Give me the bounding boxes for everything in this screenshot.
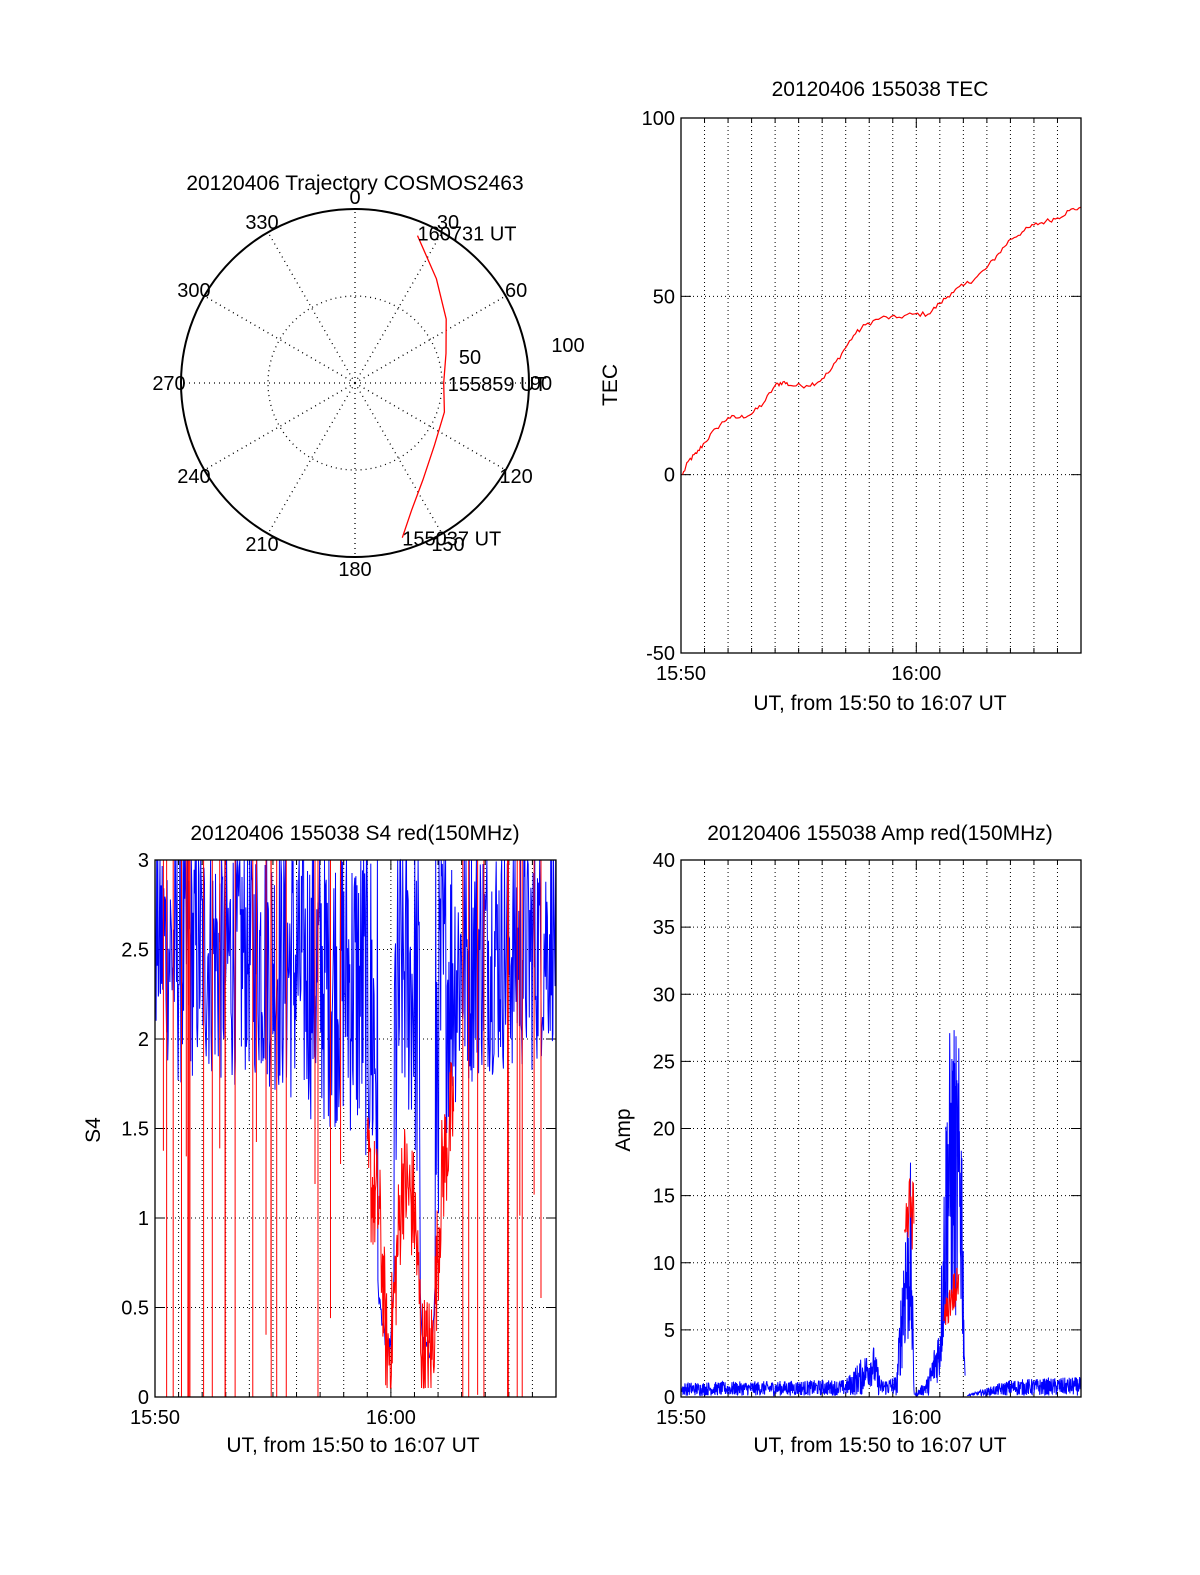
y-tick-label: 35	[653, 917, 675, 939]
polar-grid-spoke	[267, 382, 356, 535]
polar-grid-spoke	[354, 295, 507, 384]
y-tick-label: 3	[138, 850, 149, 872]
amp-plot: 0 5 10 15 20 25 30 35 40 15:50 16:00	[653, 850, 1082, 1429]
y-tick-label: 0	[664, 465, 675, 487]
y-tick-label: 0	[664, 1387, 675, 1409]
y-tick-label: 0	[138, 1387, 149, 1409]
polar-grid-spoke	[354, 231, 443, 384]
polar-time-annotation: 160731 UT	[418, 224, 517, 246]
polar-azimuth-label: 120	[499, 466, 532, 488]
y-tick-label: 0.5	[121, 1298, 149, 1320]
x-tick-label: 15:50	[656, 1407, 706, 1429]
x-tick-label: 15:50	[656, 663, 706, 685]
plot-border	[680, 859, 1082, 1398]
amp-red-series	[904, 1178, 960, 1326]
polar-azimuth-label: 0	[349, 187, 360, 209]
y-tick-label: 2.5	[121, 940, 149, 962]
polar-azimuth-label: 30	[437, 212, 459, 234]
plot-border	[154, 859, 557, 1398]
polar-azimuth-label: 300	[177, 280, 210, 302]
polar-grid-spoke	[203, 382, 356, 471]
s4-plot: 0 0.5 1 1.5 2 2.5 3 15:50 16:00	[121, 850, 557, 1429]
y-tick-label: 1.5	[121, 1119, 149, 1141]
polar-grid-circle	[267, 295, 443, 471]
polar-azimuth-label: 270	[152, 373, 185, 395]
y-tick-label: 50	[653, 286, 675, 308]
plot-border	[680, 117, 1082, 654]
polar-radial-label: 100	[551, 335, 584, 357]
x-tick-label: 16:00	[891, 1407, 941, 1429]
y-tick-label: -50	[646, 643, 675, 665]
polar-grid-spoke	[354, 382, 443, 535]
polar-trajectory-plot: 0 30 60 90 120 150 180 210 240 270 300 330 50 100 1607…	[152, 187, 584, 581]
polar-azimuth-label: 240	[177, 466, 210, 488]
y-tick-label: 1	[138, 1208, 149, 1230]
polar-radial-label: 50	[459, 347, 481, 369]
x-tick-label: 15:50	[130, 1407, 180, 1429]
s4-blue-series	[154, 858, 557, 1359]
tec-chart-title: 20120406 155038 TEC	[772, 78, 989, 101]
polar-trajectory-line	[401, 235, 447, 538]
polar-grid-spoke	[267, 231, 356, 384]
polar-time-annotation: 155037 UT	[402, 529, 501, 551]
y-tick-label: 2	[138, 1029, 149, 1051]
y-tick-label: 10	[653, 1253, 675, 1275]
amp-chart-title: 20120406 155038 Amp red(150MHz)	[707, 822, 1053, 845]
y-tick-label: 40	[653, 850, 675, 872]
polar-chart-title: 20120406 Trajectory COSMOS2463	[186, 172, 523, 195]
polar-time-annotation: 155859 UT	[448, 374, 547, 396]
amp-y-axis-label: Amp	[612, 1108, 635, 1151]
polar-grid-spoke	[203, 295, 356, 384]
polar-grid-spoke	[354, 382, 507, 471]
x-tick-label: 16:00	[366, 1407, 416, 1429]
polar-azimuth-label: 60	[505, 280, 527, 302]
s4-chart-title: 20120406 155038 S4 red(150MHz)	[190, 822, 519, 845]
polar-azimuth-label: 330	[245, 212, 278, 234]
y-tick-label: 5	[664, 1320, 675, 1342]
y-tick-label: 15	[653, 1186, 675, 1208]
tec-y-axis-label: TEC	[599, 364, 622, 406]
tec-x-axis-label: UT, from 15:50 to 16:07 UT	[753, 692, 1006, 715]
s4-red-series	[366, 1061, 455, 1389]
s4-y-axis-label: S4	[82, 1117, 105, 1143]
tec-plot: -50 0 50 100 15:50 16:00	[642, 108, 1082, 685]
polar-azimuth-label: 180	[338, 559, 371, 581]
y-tick-label: 25	[653, 1051, 675, 1073]
y-tick-label: 30	[653, 984, 675, 1006]
s4-x-axis-label: UT, from 15:50 to 16:07 UT	[226, 1434, 479, 1457]
tec-series-line	[682, 206, 1082, 475]
x-tick-label: 16:00	[891, 663, 941, 685]
polar-outer-circle	[180, 208, 530, 558]
polar-azimuth-label: 150	[431, 534, 464, 556]
amp-x-axis-label: UT, from 15:50 to 16:07 UT	[753, 1434, 1006, 1457]
y-tick-label: 20	[653, 1119, 675, 1141]
y-tick-label: 100	[642, 108, 675, 130]
polar-azimuth-label: 90	[530, 373, 552, 395]
polar-azimuth-label: 210	[245, 534, 278, 556]
amp-blue-series	[681, 1030, 1082, 1398]
